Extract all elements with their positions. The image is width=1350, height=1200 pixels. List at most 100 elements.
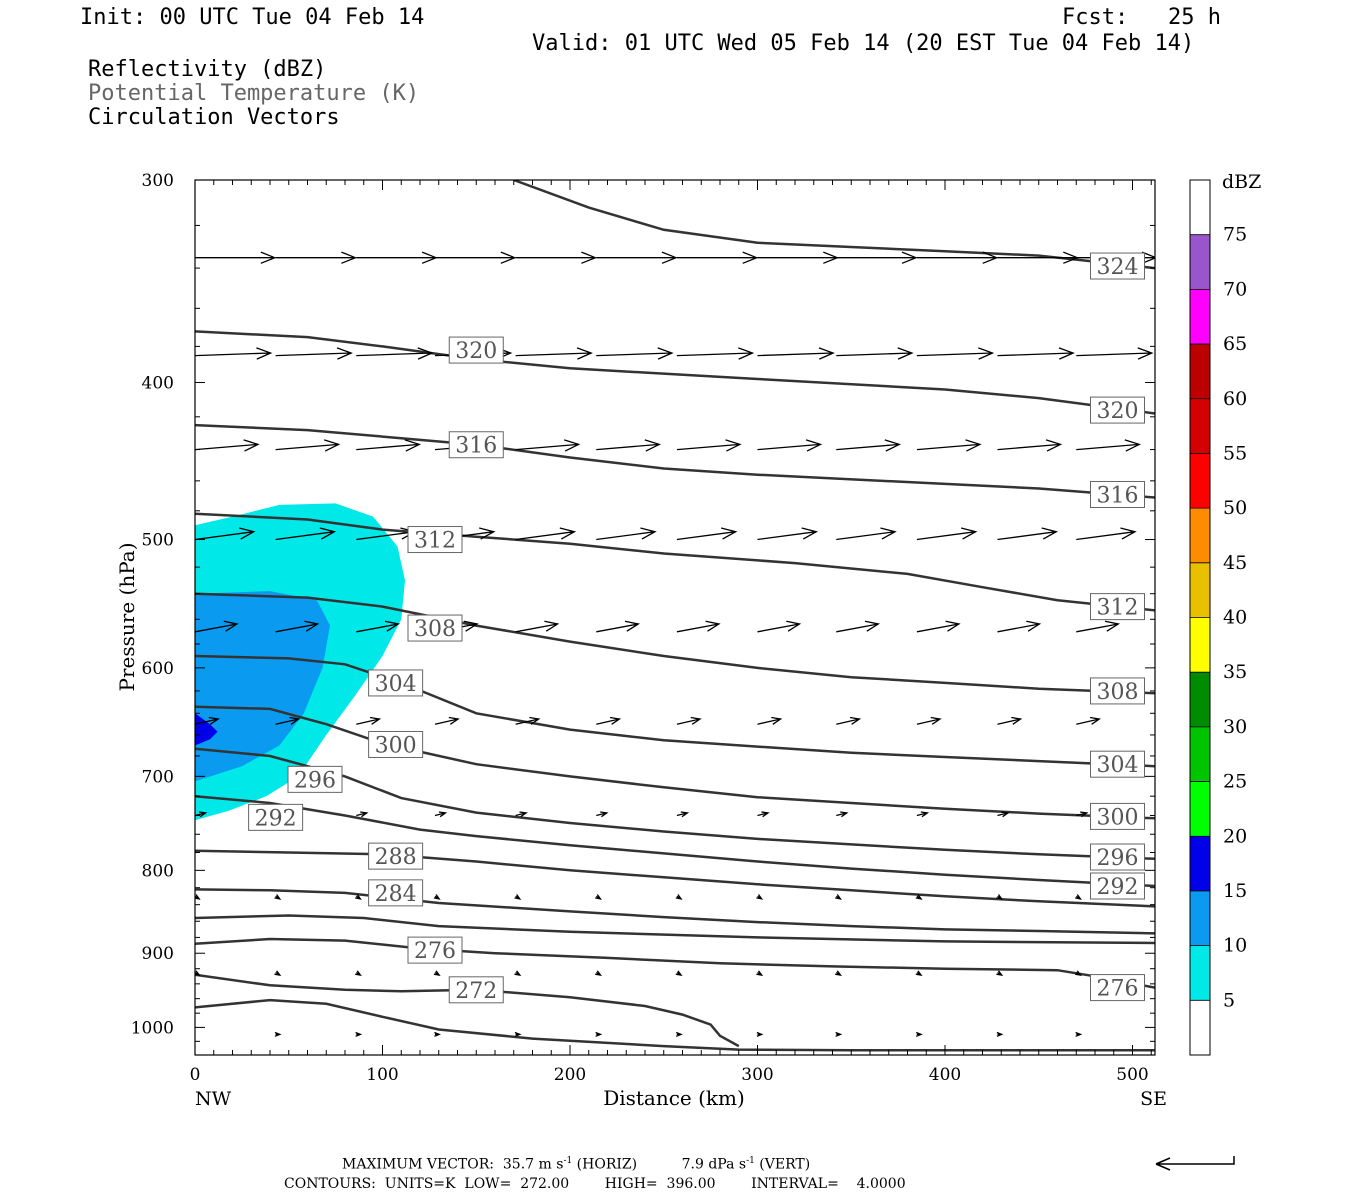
circulation-vector: [356, 620, 401, 633]
circulation-vector: [997, 439, 1063, 452]
x-left-end-label: NW: [195, 1088, 232, 1110]
vert-exponent: -1: [746, 1156, 755, 1166]
colorbar-label: 10: [1223, 935, 1247, 957]
contour-label-300: 300: [1097, 805, 1139, 830]
contour-label-box: [1090, 843, 1145, 871]
circulation-vector: [1075, 970, 1082, 977]
field-reflectivity: Reflectivity (dBZ): [88, 57, 327, 82]
contour-label-316: 316: [455, 434, 497, 459]
circulation-vector: [596, 716, 622, 725]
circulation-vector: [433, 970, 441, 977]
circulation-vector: [1076, 811, 1089, 818]
circulation-vector: [596, 811, 609, 818]
circulation-vector: [996, 894, 1004, 900]
contour-label-box: [407, 526, 463, 554]
circulation-vector: [195, 527, 256, 541]
circulation-vector: [675, 1031, 683, 1037]
y-tick-label: 1000: [131, 1018, 174, 1038]
circulation-vector: [515, 716, 541, 725]
circulation-vector: [756, 970, 764, 977]
colorbar-swatch: [1190, 836, 1210, 891]
circulation-vector: [274, 970, 282, 977]
circulation-vector: [515, 620, 560, 633]
circulation-vector: [757, 620, 802, 633]
contour-label-box: [1090, 252, 1145, 280]
theta-contour-276: [195, 937, 1155, 989]
circulation-vector: [515, 439, 581, 452]
colorbar-label: 40: [1223, 607, 1247, 629]
reflectivity-region-10dbz: [195, 591, 330, 782]
colorbar-swatch: [1190, 289, 1210, 345]
horiz-exponent: -1: [563, 1156, 573, 1166]
circulation-vector: [356, 716, 382, 725]
circulation-vector: [596, 439, 662, 452]
circulation-vector: [195, 894, 201, 900]
field-circulation-vectors: Circulation Vectors: [88, 105, 340, 130]
theta-contour-296: [195, 747, 1155, 861]
colorbar-swatch: [1190, 453, 1210, 509]
vert-tag: (VERT): [759, 1156, 811, 1173]
colorbar-swatch: [1190, 234, 1210, 290]
colorbar-label: 5: [1223, 989, 1235, 1011]
colorbar-label: 75: [1223, 224, 1247, 246]
circulation-vector: [916, 439, 982, 452]
theta-contour-272: [195, 973, 740, 1048]
circulation-vector: [275, 527, 337, 541]
circulation-vector: [1075, 1031, 1083, 1037]
colorbar-label: 45: [1223, 552, 1247, 574]
colorbar-label: 20: [1223, 825, 1247, 847]
contour-label-box: [448, 336, 504, 364]
colorbar-unit: dBZ: [1222, 171, 1261, 193]
circulation-vector: [756, 1031, 764, 1037]
contour-label-276: 276: [1097, 977, 1139, 1002]
colorbar-swatch: [1190, 781, 1210, 837]
circulation-vector: [916, 620, 961, 633]
circulation-vector: [356, 811, 369, 818]
colorbar-label: 25: [1223, 771, 1247, 793]
x-right-end-label: SE: [1140, 1088, 1167, 1110]
forecast-hour: Fcst: 25 h: [1062, 5, 1221, 30]
circulation-vector: [997, 811, 1010, 818]
colorbar-swatch: [1190, 672, 1210, 727]
y-tick-label: 600: [142, 659, 174, 679]
theta-contour-304: [195, 654, 1155, 768]
circulation-vector: [515, 251, 598, 264]
contour-label-box: [1090, 396, 1145, 424]
colorbar-swatch: [1190, 726, 1210, 782]
circulation-vector: [355, 894, 362, 900]
circulation-vector: [915, 970, 923, 977]
circulation-vector: [1076, 347, 1154, 360]
circulation-vector: [515, 527, 577, 541]
colorbar-swatch: [1190, 945, 1210, 1001]
circulation-vector: [997, 347, 1075, 360]
circulation-vector: [757, 811, 770, 818]
circulation-vector: [275, 347, 353, 360]
contour-info: CONTOURS: UNITS=K LOW= 272.00 HIGH= 396.…: [284, 1176, 906, 1192]
contour-label-box: [1090, 593, 1145, 621]
contour-label-312: 312: [1097, 596, 1139, 621]
circulation-vector: [515, 811, 528, 818]
circulation-vector: [195, 620, 239, 633]
contour-label-288: 288: [375, 845, 417, 870]
contour-label-box: [1090, 677, 1145, 705]
circulation-vector: [595, 894, 602, 900]
circulation-vector: [515, 347, 593, 360]
circulation-vector: [356, 251, 438, 264]
field-potential-temperature: Potential Temperature (K): [88, 81, 420, 106]
colorbar-swatch: [1190, 890, 1210, 946]
contour-label-312: 312: [414, 529, 456, 554]
contour-label-box: [448, 976, 504, 1004]
contour-label-box: [287, 765, 343, 793]
contour-label-box: [1090, 480, 1145, 508]
circulation-vector: [676, 527, 738, 541]
plot-frame: [194, 179, 1156, 1056]
reference-vector-arrow: [1155, 1156, 1235, 1171]
x-tick-label: 400: [929, 1065, 961, 1085]
contour-label-292: 292: [1097, 875, 1139, 900]
circulation-vector: [676, 620, 721, 633]
circulation-vector: [195, 439, 260, 452]
circulation-vector: [916, 527, 978, 541]
circulation-vector: [836, 716, 862, 725]
circulation-vector: [434, 1031, 441, 1037]
circulation-vector: [676, 716, 702, 725]
